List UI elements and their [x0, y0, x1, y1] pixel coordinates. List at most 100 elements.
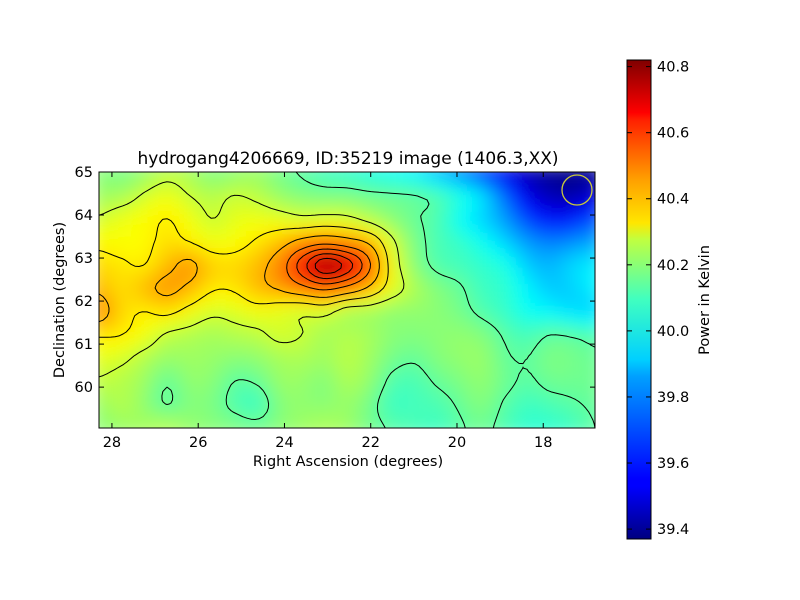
- heatmap-cell: [483, 212, 492, 221]
- heatmap-cell: [547, 420, 556, 428]
- heatmap-cell: [171, 404, 180, 413]
- heatmap-cell: [579, 428, 588, 437]
- heatmap-cell: [403, 196, 412, 205]
- heatmap-cell: [483, 172, 492, 181]
- heatmap-cell: [171, 364, 180, 373]
- heatmap-cell: [419, 300, 428, 309]
- heatmap-cell: [499, 204, 508, 213]
- heatmap-cell: [459, 316, 468, 325]
- contour-line: [286, 243, 371, 291]
- heatmap-cell: [147, 180, 156, 189]
- heatmap-cell: [523, 308, 532, 317]
- heatmap-cell: [235, 268, 244, 277]
- heatmap-cell: [275, 420, 284, 428]
- heatmap-cell: [147, 388, 156, 397]
- heatmap-cell: [291, 212, 300, 221]
- heatmap-cell: [419, 388, 428, 397]
- heatmap-cell: [403, 172, 412, 181]
- heatmap-cell: [323, 388, 332, 397]
- heatmap-cell: [491, 228, 500, 237]
- heatmap-cell: [243, 188, 252, 197]
- heatmap-cell: [235, 292, 244, 301]
- heatmap-cell: [499, 180, 508, 189]
- heatmap-cell: [347, 404, 356, 413]
- heatmap-cell: [419, 180, 428, 189]
- heatmap-cell: [179, 356, 188, 365]
- heatmap-cell: [547, 316, 556, 325]
- heatmap-cell: [571, 340, 580, 349]
- heatmap-cell: [475, 284, 484, 293]
- heatmap-cell: [419, 364, 428, 373]
- heatmap-cell: [395, 372, 404, 381]
- heatmap-cell: [139, 212, 148, 221]
- heatmap-cell: [267, 172, 276, 181]
- heatmap-cell: [563, 324, 572, 333]
- heatmap-cell: [131, 284, 140, 293]
- heatmap-cell: [275, 276, 284, 285]
- heatmap-cell: [507, 316, 516, 325]
- heatmap-cell: [123, 292, 132, 301]
- heatmap-cell: [579, 332, 588, 341]
- heatmap-cell: [427, 404, 436, 413]
- heatmap-cell: [123, 324, 132, 333]
- heatmap-cell: [547, 180, 556, 189]
- heatmap-cell: [435, 212, 444, 221]
- heatmap-cell: [379, 356, 388, 365]
- heatmap-cell: [427, 420, 436, 428]
- heatmap-cell: [555, 340, 564, 349]
- heatmap-cell: [555, 420, 564, 428]
- heatmap-cell: [275, 180, 284, 189]
- heatmap-cell: [403, 356, 412, 365]
- heatmap-cell: [475, 428, 484, 437]
- heatmap-cell: [299, 372, 308, 381]
- heatmap-cell: [331, 412, 340, 421]
- heatmap-cell: [467, 404, 476, 413]
- heatmap-cell: [571, 316, 580, 325]
- heatmap-cell: [315, 260, 324, 269]
- heatmap-cell: [355, 316, 364, 325]
- heatmap-cell: [411, 244, 420, 253]
- heatmap-cell: [587, 260, 595, 269]
- heatmap-cell: [403, 396, 412, 405]
- heatmap-cell: [555, 284, 564, 293]
- heatmap-cell: [499, 356, 508, 365]
- heatmap-cell: [219, 316, 228, 325]
- heatmap-cell: [355, 228, 364, 237]
- heatmap-cell: [579, 268, 588, 277]
- heatmap-cell: [107, 396, 116, 405]
- heatmap-cell: [323, 212, 332, 221]
- heatmap-cell: [275, 172, 284, 181]
- heatmap-cell: [539, 292, 548, 301]
- heatmap: [99, 172, 595, 437]
- heatmap-cell: [283, 420, 292, 428]
- heatmap-cell: [99, 196, 100, 205]
- heatmap-cell: [163, 396, 172, 405]
- heatmap-cell: [539, 412, 548, 421]
- heatmap-cell: [547, 228, 556, 237]
- heatmap-cell: [123, 172, 132, 181]
- heatmap-cell: [507, 364, 516, 373]
- heatmap-cell: [483, 348, 492, 357]
- heatmap-cell: [123, 204, 132, 213]
- heatmap-cell: [563, 220, 572, 229]
- heatmap-cell: [211, 276, 220, 285]
- heatmap-cell: [443, 396, 452, 405]
- heatmap-cell: [539, 236, 548, 245]
- heatmap-cell: [467, 212, 476, 221]
- heatmap-cell: [419, 236, 428, 245]
- heatmap-cell: [243, 404, 252, 413]
- heatmap-cell: [243, 292, 252, 301]
- heatmap-cell: [267, 284, 276, 293]
- heatmap-cell: [395, 236, 404, 245]
- heatmap-cell: [315, 204, 324, 213]
- heatmap-cell: [139, 260, 148, 269]
- heatmap-cell: [115, 388, 124, 397]
- heatmap-cell: [435, 300, 444, 309]
- heatmap-cell: [491, 172, 500, 181]
- heatmap-cell: [555, 244, 564, 253]
- heatmap-cell: [99, 388, 108, 397]
- heatmap-cell: [227, 180, 236, 189]
- heatmap-cell: [587, 204, 595, 213]
- heatmap-cell: [467, 340, 476, 349]
